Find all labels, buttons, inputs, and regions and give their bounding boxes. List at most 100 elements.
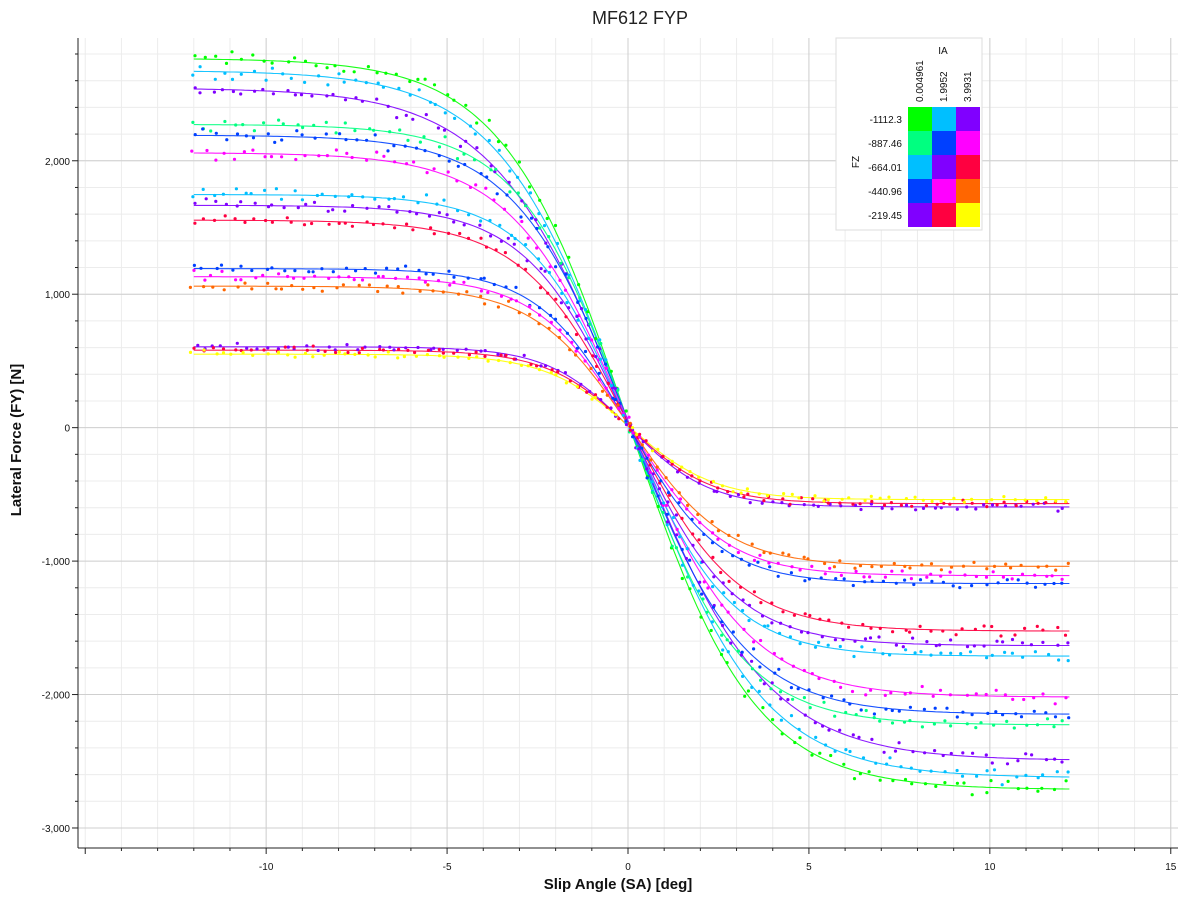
data-point: [839, 685, 843, 690]
data-point: [538, 198, 542, 202]
data-point: [553, 317, 558, 321]
data-point: [1016, 787, 1020, 791]
data-point: [812, 503, 816, 507]
data-point: [932, 722, 937, 726]
data-point: [1056, 509, 1060, 513]
data-point: [1016, 759, 1020, 763]
data-point: [436, 279, 441, 283]
data-point: [1025, 723, 1029, 727]
data-point: [221, 351, 226, 355]
data-point: [984, 575, 989, 579]
data-point: [655, 465, 659, 469]
data-point: [955, 768, 959, 773]
data-point: [1057, 658, 1061, 662]
data-point: [465, 290, 469, 294]
data-point: [1054, 499, 1058, 503]
data-point: [293, 269, 297, 273]
data-point: [546, 291, 550, 295]
data-point: [617, 417, 621, 421]
data-point: [544, 241, 548, 245]
data-point: [550, 368, 554, 372]
data-point: [190, 149, 194, 153]
data-point: [564, 315, 568, 319]
data-point: [730, 592, 734, 596]
data-point: [605, 393, 609, 397]
y-tick-label: -3,000: [42, 824, 71, 835]
data-point: [911, 750, 915, 754]
data-point: [745, 487, 750, 491]
data-point: [900, 569, 904, 573]
data-point: [466, 276, 470, 280]
data-point: [904, 503, 909, 507]
data-point: [651, 449, 655, 453]
data-point: [736, 550, 741, 555]
data-point: [1001, 575, 1006, 579]
data-point: [452, 220, 456, 224]
data-point: [691, 543, 695, 547]
data-point: [393, 160, 397, 164]
data-point: [333, 194, 337, 198]
data-point: [365, 206, 369, 210]
data-point: [509, 233, 514, 237]
data-point: [538, 226, 542, 230]
data-point: [387, 205, 391, 209]
data-point: [337, 221, 341, 225]
data-point: [265, 267, 270, 271]
data-point: [496, 352, 500, 356]
data-point: [610, 410, 614, 414]
data-point: [307, 270, 311, 274]
data-point: [803, 713, 807, 717]
data-point: [519, 363, 524, 367]
data-point: [1011, 697, 1015, 702]
data-point: [499, 239, 503, 243]
data-point: [437, 154, 441, 158]
data-point: [239, 92, 243, 96]
data-point: [685, 547, 689, 551]
data-point: [577, 283, 581, 287]
data-point: [378, 347, 382, 352]
data-point: [880, 506, 884, 510]
data-point: [554, 297, 558, 301]
data-point: [261, 273, 265, 277]
data-point: [239, 57, 243, 61]
data-point: [638, 435, 642, 439]
data-point: [442, 128, 447, 132]
data-point: [191, 73, 195, 77]
data-point: [1015, 775, 1019, 779]
data-point: [985, 505, 989, 509]
data-point: [699, 615, 703, 619]
data-point: [802, 696, 807, 700]
data-point: [567, 255, 571, 259]
data-point: [829, 753, 833, 758]
data-point: [442, 355, 446, 359]
data-point: [244, 191, 248, 195]
data-point: [1005, 762, 1010, 766]
data-point: [357, 283, 361, 287]
data-point: [990, 624, 994, 629]
data-point: [908, 691, 913, 695]
data-point: [576, 300, 580, 304]
data-point: [214, 54, 218, 58]
data-point: [478, 223, 482, 227]
data-point: [949, 565, 954, 569]
data-point: [335, 286, 339, 290]
data-point: [1035, 624, 1039, 629]
data-point: [281, 122, 285, 126]
data-point: [402, 355, 406, 359]
data-point: [535, 364, 539, 368]
data-point: [945, 706, 949, 710]
data-point: [1023, 498, 1027, 502]
data-point: [833, 714, 837, 718]
data-point: [405, 275, 410, 279]
data-point: [578, 296, 582, 300]
data-point: [989, 779, 993, 783]
legend-cell: [956, 107, 980, 131]
data-point: [464, 139, 468, 143]
data-point: [274, 287, 278, 291]
data-point: [902, 720, 907, 724]
data-point: [780, 657, 784, 661]
data-point: [486, 359, 490, 363]
data-point: [832, 679, 836, 684]
data-point: [286, 89, 290, 93]
data-point: [327, 276, 331, 280]
